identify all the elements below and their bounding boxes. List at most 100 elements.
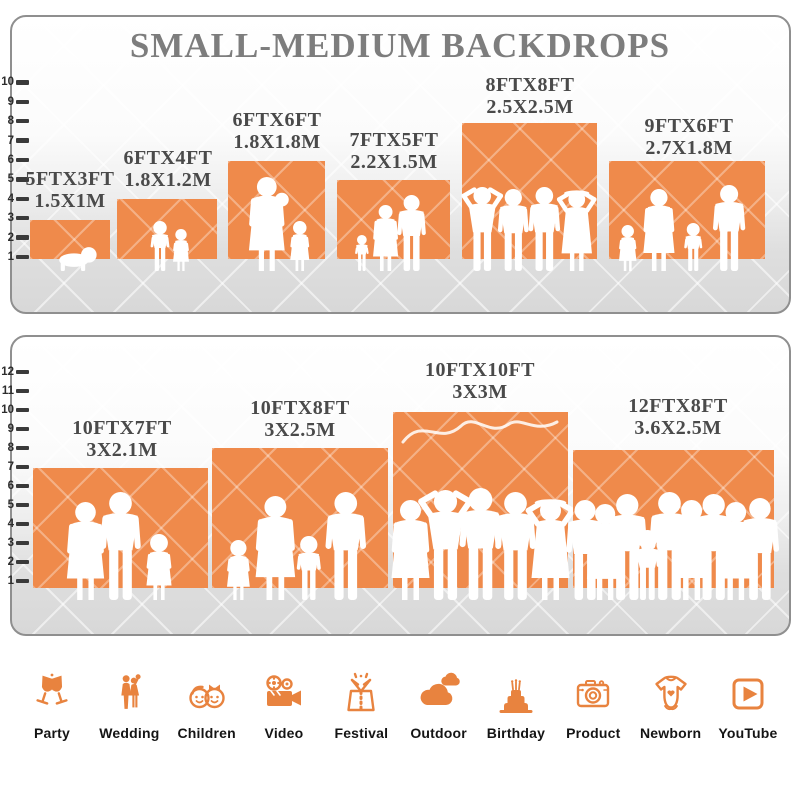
ruler-tick xyxy=(15,426,29,432)
ruler-number: 12 xyxy=(1,366,14,378)
backdrop-size-label: 10FTX8FT 3X2.5M xyxy=(205,397,395,442)
ruler-number: 9 xyxy=(7,423,14,435)
category-wedding: Wedding xyxy=(93,664,165,741)
size-ft: 10FTX8FT xyxy=(250,397,350,419)
people-silhouettes xyxy=(59,247,97,271)
ruler-mark: 5 xyxy=(0,499,29,511)
ruler-tick xyxy=(15,138,29,143)
category-birthday: Birthday xyxy=(480,664,552,741)
ruler-tick xyxy=(15,118,29,124)
page-title: SMALL-MEDIUM BACKDROPS xyxy=(129,26,671,65)
ruler-number: 6 xyxy=(7,154,14,166)
ruler-mark: 6 xyxy=(0,154,29,166)
ruler-mark: 4 xyxy=(0,518,29,530)
ruler-tick xyxy=(15,99,29,105)
size-ft: 7FTX5FT xyxy=(349,129,439,151)
backdrop-size-label: 10FTX7FT 3X2.1M xyxy=(27,417,217,462)
backdrop-size-label: 8FTX8FT 2.5X2.5M xyxy=(435,74,625,119)
category-label: Birthday xyxy=(486,725,546,741)
ruler-mark: 8 xyxy=(0,442,29,454)
size-m: 3X3M xyxy=(452,380,508,403)
category-label: YouTube xyxy=(718,725,778,741)
ruler-mark: 2 xyxy=(0,232,29,244)
ruler-tick xyxy=(15,559,29,565)
ruler-tick xyxy=(15,196,29,202)
ruler-number: 5 xyxy=(7,173,14,186)
ruler-mark: 2 xyxy=(0,556,29,568)
children-icon xyxy=(182,664,232,718)
size-ft: 5FTX3FT xyxy=(25,168,115,190)
video-icon xyxy=(259,664,309,718)
ruler-mark: 10 xyxy=(0,404,29,416)
ruler-number: 1 xyxy=(7,575,14,587)
ruler-number: 9 xyxy=(7,95,14,108)
ruler-mark: 12 xyxy=(0,366,29,378)
category-festival: Festival xyxy=(325,664,397,741)
category-label: Product xyxy=(566,725,621,741)
ruler-number: 5 xyxy=(7,499,14,511)
ruler-mark: 4 xyxy=(0,193,29,205)
size-m: 3X2.5M xyxy=(264,418,336,441)
birthday-icon xyxy=(492,664,540,718)
ruler-number: 4 xyxy=(7,192,14,205)
category-label: Festival xyxy=(334,725,389,741)
category-outdoor: Outdoor xyxy=(403,664,475,741)
ruler-mark: 9 xyxy=(0,96,29,108)
party-icon xyxy=(26,664,78,718)
ruler-tick xyxy=(15,502,29,508)
ruler-mark: 6 xyxy=(0,480,29,492)
people-silhouettes xyxy=(391,488,576,600)
ruler-number: 2 xyxy=(7,231,14,244)
size-m: 2.7X1.8M xyxy=(645,136,733,159)
category-newborn: Newborn xyxy=(635,664,707,741)
size-m: 3X2.1M xyxy=(86,438,158,461)
people-silhouettes xyxy=(461,187,597,271)
ruler-mark: 7 xyxy=(0,135,29,147)
category-label: Video xyxy=(264,725,304,741)
backdrop-size-label: 6FTX4FT 1.8X1.2M xyxy=(73,147,263,192)
ruler-number: 10 xyxy=(1,76,14,89)
backdrop-size-label: 10FTX10FT 3X3M xyxy=(385,359,575,404)
backdrop-box xyxy=(30,220,110,259)
ruler-mark: 3 xyxy=(0,212,29,224)
backdrop-size-label: 12FTX8FT 3.6X2.5M xyxy=(583,395,773,440)
backdrop-size-label: 5FTX3FT 1.5X1M xyxy=(0,168,165,213)
ruler-tick xyxy=(15,407,29,413)
size-m: 2.2X1.5M xyxy=(350,150,438,173)
people-silhouettes xyxy=(248,177,310,271)
ruler-mark: 11 xyxy=(0,385,29,397)
people-silhouettes xyxy=(355,195,426,271)
size-ft: 6FTX4FT xyxy=(123,147,213,169)
ruler-tick xyxy=(15,369,29,375)
category-label: Outdoor xyxy=(410,725,467,741)
ruler-number: 6 xyxy=(7,480,14,492)
newborn-icon xyxy=(646,664,696,718)
ruler-tick xyxy=(15,254,29,260)
ruler-mark: 3 xyxy=(0,537,29,549)
ruler-number: 4 xyxy=(7,518,14,530)
backdrop-size-label: 6FTX6FT 1.8X1.8M xyxy=(182,109,372,154)
ruler-number: 3 xyxy=(7,212,14,225)
ruler-tick xyxy=(15,388,29,394)
wedding-icon xyxy=(106,664,152,718)
ruler-number: 11 xyxy=(1,385,14,397)
people-silhouettes xyxy=(66,492,172,600)
youtube-icon xyxy=(724,664,772,718)
size-m: 3.6X2.5M xyxy=(634,416,722,439)
ruler-tick xyxy=(15,540,29,546)
ruler-tick xyxy=(15,235,29,240)
ruler-number: 8 xyxy=(7,442,14,454)
backdrop-box xyxy=(33,468,208,588)
backdrop-box xyxy=(117,199,217,259)
category-youtube: YouTube xyxy=(712,664,784,741)
ruler-mark: 7 xyxy=(0,461,29,473)
people-silhouettes xyxy=(150,221,189,271)
ruler-number: 7 xyxy=(7,461,14,473)
ruler-mark: 5 xyxy=(0,173,29,185)
ruler-mark: 8 xyxy=(0,115,29,127)
ruler-number: 1 xyxy=(7,251,14,263)
ruler-tick xyxy=(15,483,29,489)
category-row: Party Wedding xyxy=(0,664,800,741)
size-m: 1.5X1M xyxy=(34,189,106,212)
